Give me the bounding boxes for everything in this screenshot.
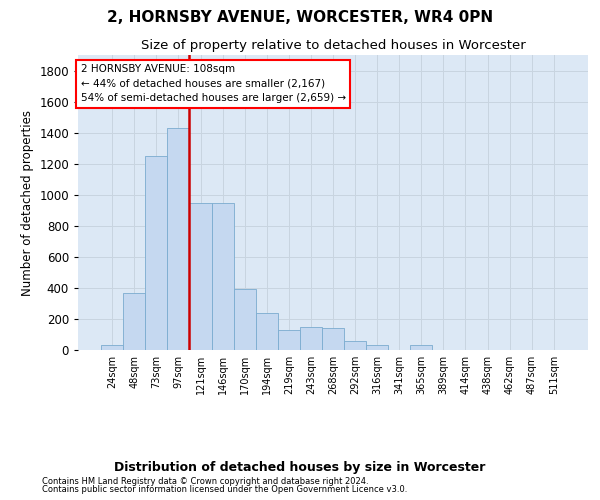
Bar [101, 344, 123, 350]
Text: Distribution of detached houses by size in Worcester: Distribution of detached houses by size … [115, 461, 485, 474]
Bar [256, 312, 278, 350]
Bar [212, 202, 233, 350]
Text: Contains public sector information licensed under the Open Government Licence v3: Contains public sector information licen… [42, 485, 407, 494]
Y-axis label: Number of detached properties: Number of detached properties [20, 110, 34, 296]
Text: 2 HORNSBY AVENUE: 108sqm
← 44% of detached houses are smaller (2,167)
54% of sem: 2 HORNSBY AVENUE: 108sqm ← 44% of detach… [80, 64, 346, 104]
Bar [123, 292, 145, 350]
Bar [344, 342, 366, 350]
Bar [278, 330, 300, 350]
Bar [366, 346, 388, 350]
Bar [190, 202, 212, 350]
Bar [410, 346, 433, 350]
Bar [145, 156, 167, 350]
Text: Contains HM Land Registry data © Crown copyright and database right 2024.: Contains HM Land Registry data © Crown c… [42, 477, 368, 486]
Title: Size of property relative to detached houses in Worcester: Size of property relative to detached ho… [140, 40, 526, 52]
Bar [322, 328, 344, 350]
Bar [233, 290, 256, 350]
Bar [167, 128, 190, 350]
Text: 2, HORNSBY AVENUE, WORCESTER, WR4 0PN: 2, HORNSBY AVENUE, WORCESTER, WR4 0PN [107, 10, 493, 25]
Bar [300, 326, 322, 350]
